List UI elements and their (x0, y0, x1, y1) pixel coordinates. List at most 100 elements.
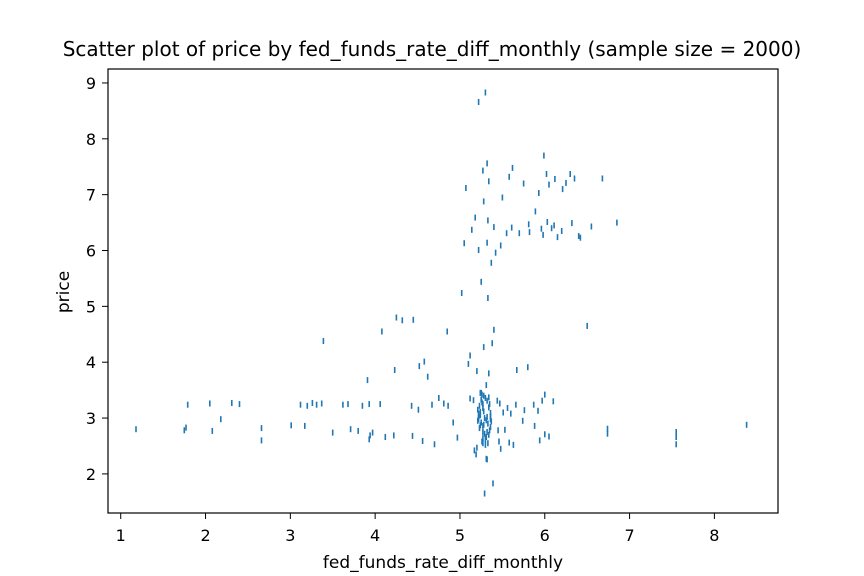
scatter-point (487, 440, 489, 447)
scatter-point (675, 429, 677, 435)
scatter-point (479, 412, 482, 419)
scatter-point (512, 441, 515, 448)
scatter-point (488, 427, 491, 434)
scatter-point (550, 225, 553, 232)
scatter-point (482, 401, 484, 408)
x-axis-ticks: 1 2 3 4 5 6 7 8 (116, 513, 719, 545)
scatter-point (486, 397, 488, 404)
scatter-point (486, 456, 488, 463)
scatter-point (452, 419, 454, 426)
scatter-point (506, 405, 509, 411)
scatter-point (510, 224, 513, 231)
scatter-point (488, 404, 490, 411)
scatter-point (412, 316, 415, 323)
scatter-point (516, 367, 518, 373)
scatter-point (478, 402, 481, 409)
scatter-point (260, 437, 263, 444)
scatter-point (538, 190, 540, 196)
scatter-point (483, 430, 486, 437)
scatter-point (465, 185, 467, 191)
scatter-point (315, 401, 318, 408)
scatter-point (487, 217, 489, 224)
scatter-point (431, 401, 433, 408)
scatter-point (486, 239, 488, 246)
scatter-point (486, 413, 488, 420)
scatter-point (401, 317, 404, 324)
scatter-point (320, 400, 323, 407)
scatter-point (533, 422, 536, 429)
scatter-point (579, 234, 582, 241)
scatter-point (544, 391, 546, 398)
scatter-point (675, 441, 677, 448)
scatter-point (357, 427, 359, 434)
scatter-point (541, 397, 543, 404)
scatter-point (485, 382, 488, 389)
scatter-point (497, 427, 499, 434)
scatter-point (395, 314, 398, 321)
scatter-point (238, 401, 241, 408)
scatter-point (481, 438, 483, 445)
scatter-point (554, 176, 556, 182)
scatter-point (467, 360, 470, 367)
scatter-point (504, 426, 506, 433)
scatter-point (488, 370, 490, 377)
scatter-point (485, 434, 488, 440)
scatter-point (306, 402, 309, 409)
scatter-point (543, 152, 545, 159)
chart-points (135, 89, 748, 497)
scatter-point (479, 389, 482, 396)
scatter-point (538, 437, 541, 444)
scatter-point (498, 438, 500, 445)
scatter-point (231, 400, 233, 406)
scatter-point (209, 400, 211, 407)
scatter-point (527, 221, 530, 228)
scatter-point (476, 368, 478, 375)
scatter-point (366, 377, 369, 384)
scatter-point (616, 219, 618, 226)
scatter-point (474, 214, 476, 221)
scatter-point (304, 422, 306, 429)
scatter-point (299, 401, 302, 408)
scatter-point (311, 400, 314, 406)
scatter-point (522, 180, 525, 187)
scatter-point (540, 225, 543, 232)
scatter-point (745, 421, 748, 428)
scatter-point (505, 230, 508, 237)
scatter-point (469, 395, 471, 402)
scatter-point (477, 247, 480, 253)
scatter-point (532, 401, 535, 408)
x-tick-label: 6 (540, 526, 550, 545)
scatter-point (379, 401, 381, 408)
scatter-point (493, 326, 495, 333)
scatter-point (511, 164, 514, 171)
scatter-point (381, 328, 383, 335)
plot-area-frame (107, 68, 779, 514)
scatter-point (494, 249, 497, 256)
y-tick-label: 3 (86, 409, 96, 428)
scatter-point (477, 406, 479, 413)
x-tick-label: 8 (709, 526, 719, 545)
scatter-point (542, 231, 544, 238)
scatter-point (561, 186, 564, 193)
scatter-point (553, 222, 555, 229)
scatter-point (185, 424, 187, 431)
scatter-point (590, 223, 593, 230)
scatter-point (573, 175, 576, 182)
scatter-point (482, 405, 484, 411)
scatter-point (508, 439, 510, 446)
x-tick-label: 1 (116, 526, 126, 545)
y-tick-label: 2 (86, 465, 96, 484)
scatter-point (393, 432, 395, 439)
scatter-point (508, 173, 510, 180)
scatter-point (476, 444, 478, 451)
scatter-point (545, 171, 548, 177)
scatter-point (482, 429, 484, 435)
scatter-point (565, 179, 567, 186)
scatter-point (489, 410, 492, 416)
x-tick-label: 2 (200, 526, 210, 545)
scatter-point (486, 429, 488, 435)
scatter-point (491, 340, 493, 347)
scatter-point (510, 410, 512, 417)
scatter-point (490, 259, 493, 266)
